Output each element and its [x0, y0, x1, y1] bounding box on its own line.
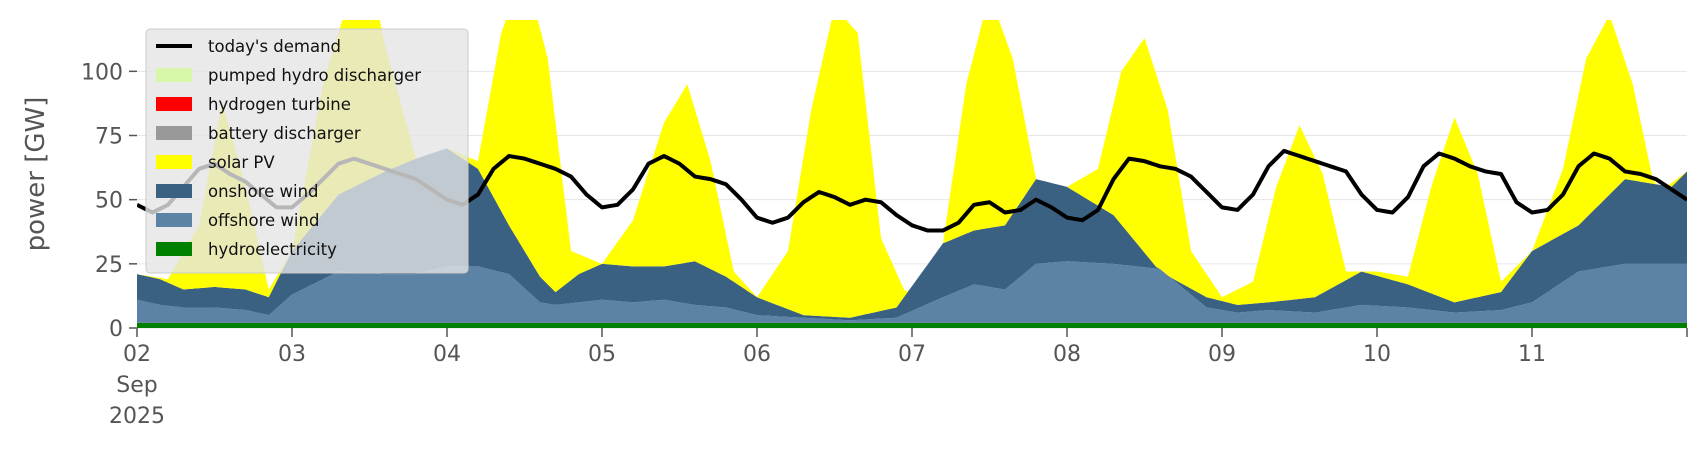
legend-swatch-hydrogen-turbine [156, 97, 192, 111]
legend: today's demand pumped hydro discharger hyd… [145, 28, 469, 274]
legend-swatch-offshore-wind [156, 213, 192, 227]
legend-swatch-pumped-hydro-discharger [156, 68, 192, 82]
legend-label-battery-discharger: battery discharger [208, 124, 361, 143]
legend-label-today-s-demand: today's demand [208, 37, 341, 56]
area-onshore-wind [137, 148, 1687, 321]
legend-label-hydrogen-turbine: hydrogen turbine [208, 95, 351, 114]
x-tick-label: 07 [898, 342, 926, 367]
legend-label-onshore-wind: onshore wind [208, 182, 319, 201]
y-tick-label: 0 [109, 317, 123, 342]
legend-label-solar-pv: solar PV [208, 153, 275, 172]
area-solar-pv [137, 20, 1687, 318]
legend-swatch-solar-pv [156, 155, 192, 169]
y-tick-label: 75 [95, 125, 123, 150]
stacked-areas [137, 20, 1687, 328]
legend-label-pumped-hydro-discharger: pumped hydro discharger [208, 66, 421, 85]
area-hydroelectricity [137, 322, 1687, 328]
x-tick-label: 04 [433, 342, 461, 367]
x-tick-label: 10 [1363, 342, 1391, 367]
x-tick-label: 02 [123, 342, 151, 367]
x-tick-label: 09 [1208, 342, 1236, 367]
x-tick-label: 2025 [109, 404, 165, 429]
legend-swatch-hydroelectricity [156, 242, 192, 256]
y-tick-label: 50 [95, 189, 123, 214]
axes: 0 25 50 75 100 02 Sep 2025 03 04 05 06 07 08 09 10 11 [81, 60, 1688, 429]
legend-box [145, 28, 469, 274]
legend-swatch-battery-discharger [156, 126, 192, 140]
x-tick-label: 06 [743, 342, 771, 367]
x-tick-label: Sep [116, 373, 157, 398]
legend-swatch-onshore-wind [156, 184, 192, 198]
area-offshore-wind [137, 261, 1687, 323]
y-axis-label: power [GW] [21, 97, 51, 252]
y-tick-label: 100 [81, 60, 123, 85]
y-tick-label: 25 [95, 253, 123, 278]
x-tick-label: 03 [278, 342, 306, 367]
x-tick-label: 11 [1518, 342, 1546, 367]
x-tick-label: 05 [588, 342, 616, 367]
legend-label-hydroelectricity: hydroelectricity [208, 240, 337, 259]
x-tick-label: 08 [1053, 342, 1081, 367]
legend-label-offshore-wind: offshore wind [208, 211, 319, 230]
